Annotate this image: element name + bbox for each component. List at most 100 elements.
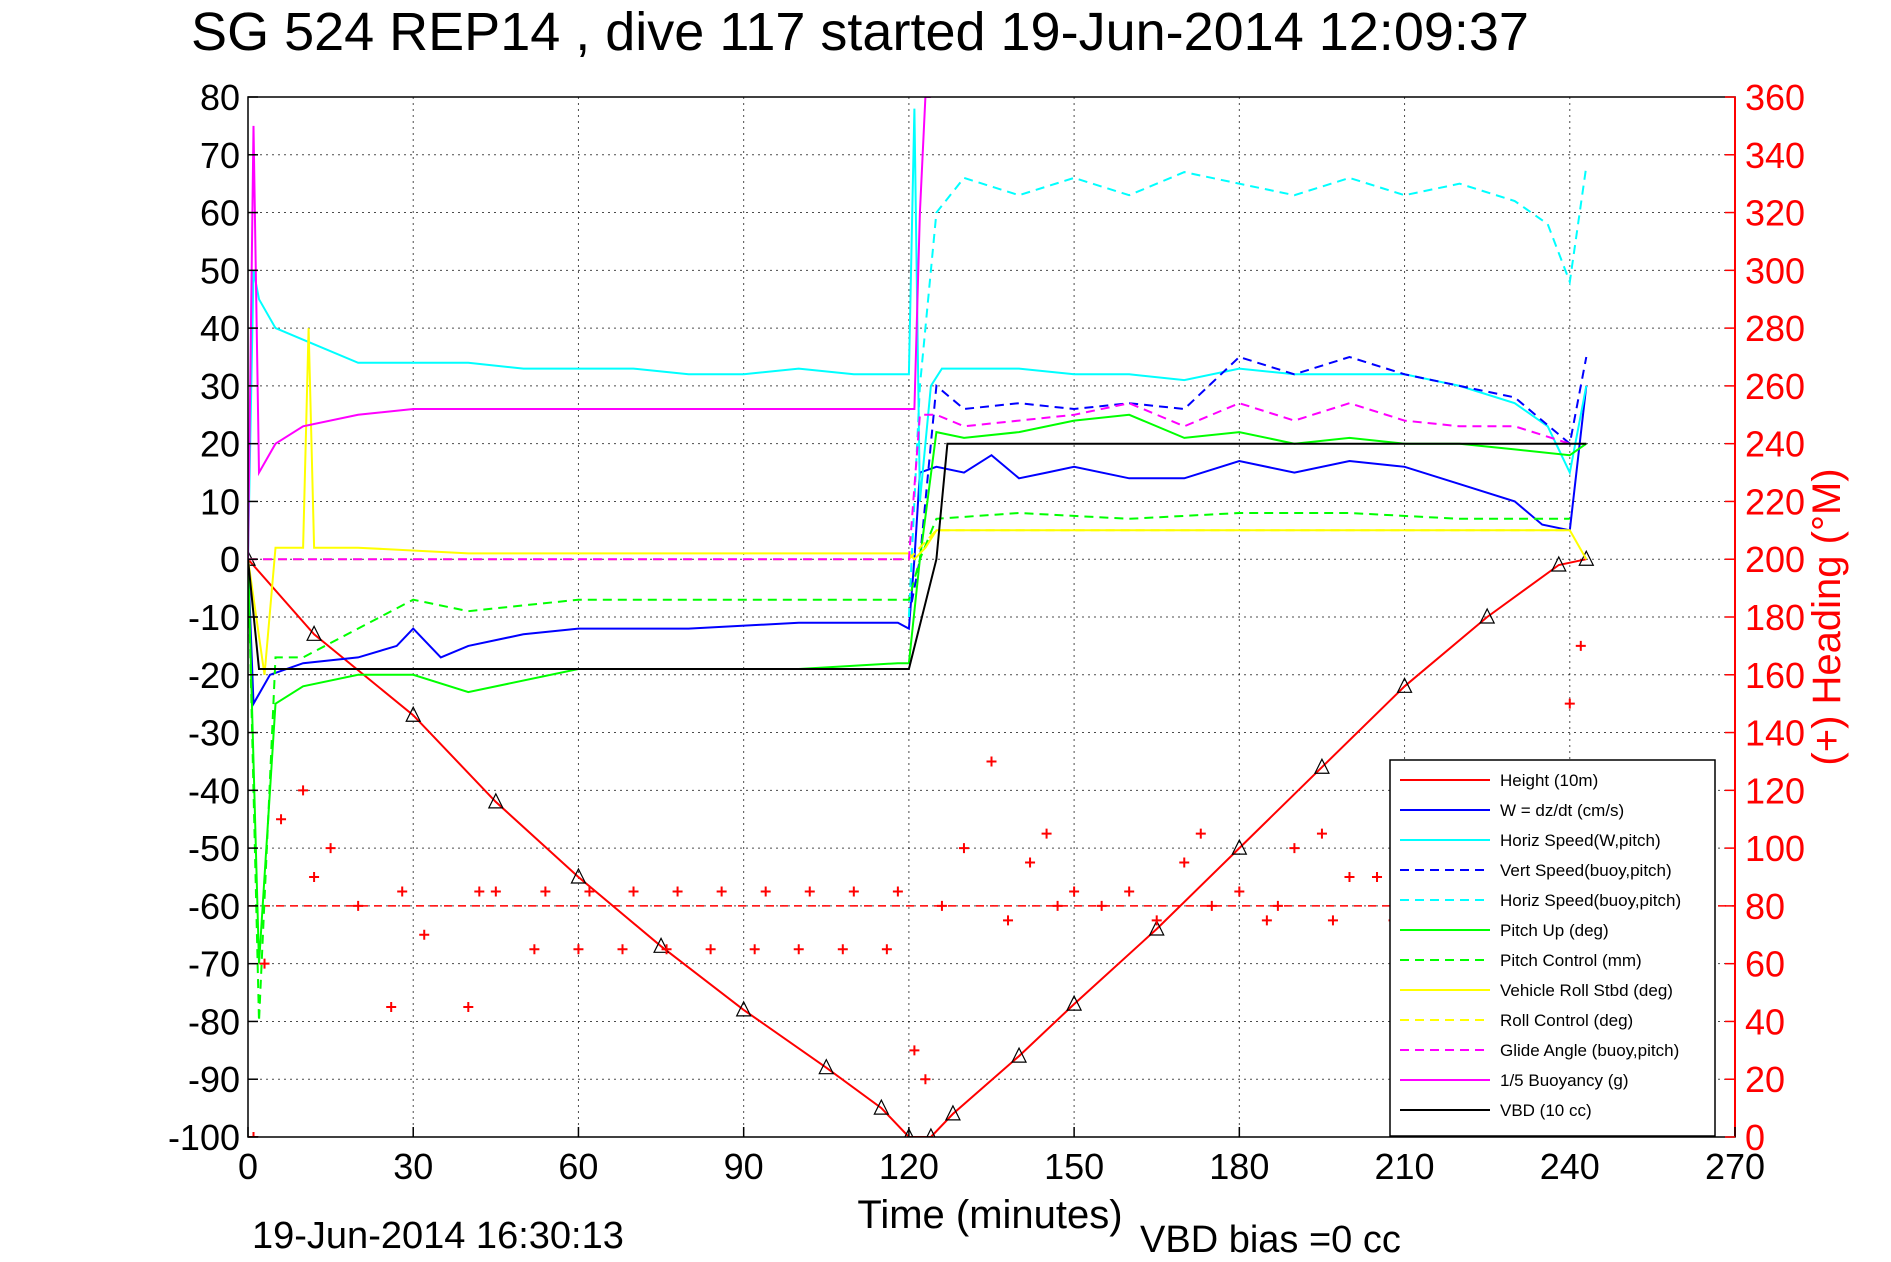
heading-point [1327,915,1338,926]
heading-point [386,1002,397,1012]
heading-point [1261,915,1272,926]
heading-point [248,1132,259,1137]
heading-point [353,900,364,911]
heading-point [1096,900,1107,911]
height-marker [926,1127,936,1137]
heading-point [1575,640,1586,651]
heading-point [259,958,270,969]
x-tick-label: 120 [879,1146,939,1187]
heading-point [490,886,501,897]
heading-point [1003,915,1014,926]
series-line [907,166,1588,618]
height-marker [1550,555,1567,572]
legend-label: Horiz Speed(W,pitch) [1500,831,1661,850]
heading-point [540,886,551,897]
legend-label: W = dz/dt (cm/s) [1500,801,1624,820]
legend-label: Vehicle Roll Stbd (deg) [1500,981,1673,1000]
y-tick-label: -60 [188,886,240,927]
series-heading [248,640,1586,1137]
heading-point [474,886,485,897]
height-marker [1313,757,1330,774]
legend-label: VBD (10 cc) [1500,1101,1592,1120]
x-tick-label: 30 [393,1146,433,1187]
heading-point [1195,828,1206,839]
series-layer [248,97,1735,1137]
height-marker [944,1104,961,1121]
heading-point [1372,872,1383,882]
heading-point [584,886,595,897]
chart-title: SG 524 REP14 , dive 117 started 19-Jun-2… [191,2,1529,62]
footer-timestamp: 19-Jun-2014 16:30:13 [252,1215,624,1257]
y-tick-label: -100 [168,1117,240,1158]
series-w-dz-dt-cm-s [248,385,1588,708]
y2-tick-label: 100 [1745,828,1805,869]
height-marker [1066,994,1083,1011]
height-marker [1479,607,1496,624]
heading-point [1316,828,1327,839]
series-line [248,97,931,560]
series-line [248,511,1570,1022]
y2-tick-label: 60 [1745,944,1785,985]
height-marker [1148,919,1165,936]
y2-tick-label: 340 [1745,135,1805,176]
height-marker [570,867,587,884]
y-tick-label: 60 [200,193,240,234]
heading-point [628,886,639,897]
y-tick-label: 40 [200,308,240,349]
heading-point [749,944,760,955]
heading-point [1289,843,1300,854]
height-marker [306,624,323,641]
x-tick-label: 0 [238,1146,258,1187]
heading-point [1234,886,1245,897]
y-tick-label: -30 [188,713,240,754]
height-marker [1578,549,1595,566]
heading-point [325,843,336,854]
series-horiz-speed-buoy-pitch [907,166,1588,618]
y-tick-label: 30 [200,366,240,407]
y-tick-label: -90 [188,1059,240,1100]
series-line [248,442,1587,670]
y2-tick-label: 260 [1745,366,1805,407]
y2-tick-label: 360 [1745,77,1805,118]
y2-tick-label: 200 [1745,539,1805,580]
heading-point [573,944,584,955]
heading-point [716,886,727,897]
height-marker [904,1127,914,1137]
height-marker [487,792,504,809]
heading-point [419,929,430,940]
y-tick-label: 70 [200,135,240,176]
y2-tick-label: 120 [1745,770,1805,811]
y2-tick-label: 160 [1745,655,1805,696]
heading-point [1025,857,1036,868]
heading-point [298,785,309,796]
heading-point [276,814,287,825]
y2-tick-label: 20 [1745,1059,1785,1100]
heading-point [1124,886,1135,897]
heading-point [1069,886,1080,897]
series-pitch-up-deg [248,413,1587,964]
heading-point [1272,900,1283,911]
height-marker [405,705,422,722]
heading-point [936,900,947,911]
heading-point [529,944,540,955]
heading-point [793,944,804,955]
legend-label: Pitch Up (deg) [1500,921,1609,940]
heading-point [397,886,408,897]
heading-point [1052,900,1063,911]
series-1-5-buoyancy-g [248,97,931,560]
series-line [248,108,1588,560]
heading-point [309,872,320,882]
x-tick-label: 60 [558,1146,598,1187]
y2-tick-label: 280 [1745,308,1805,349]
legend: Height (10m) W = dz/dt (cm/s) Horiz Speed(… [1389,759,1716,1137]
heading-point [881,944,892,955]
series-line [248,558,1587,1137]
heading-point [837,944,848,955]
x-tick-label: 180 [1209,1146,1269,1187]
legend-label: Roll Control (deg) [1500,1011,1633,1030]
series-pitch-control-mm [248,511,1570,1022]
x-tick-label: 240 [1540,1146,1600,1187]
y2-tick-label: 80 [1745,886,1785,927]
y-tick-label: 10 [200,481,240,522]
